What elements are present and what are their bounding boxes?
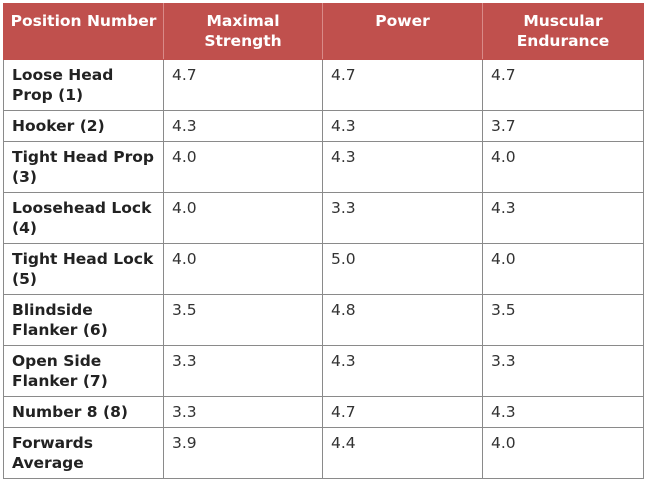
- power-cell: 4.3: [322, 345, 483, 397]
- strength-cell: 4.0: [163, 243, 323, 295]
- strength-cell: 3.3: [163, 396, 323, 428]
- power-cell: 4.7: [322, 59, 483, 111]
- position-cell: Tight Head Lock (5): [3, 243, 164, 295]
- header-row: Position Number Maximal Strength Power M…: [3, 3, 644, 60]
- table-row: Open Side Flanker (7) 3.3 4.3 3.3: [3, 345, 644, 397]
- strength-cell: 3.5: [163, 294, 323, 346]
- position-cell: Hooker (2): [3, 110, 164, 142]
- endurance-cell: 4.3: [482, 396, 644, 428]
- table-row: Loosehead Lock (4) 4.0 3.3 4.3: [3, 192, 644, 244]
- table-row: Tight Head Lock (5) 4.0 5.0 4.0: [3, 243, 644, 295]
- strength-cell: 4.0: [163, 192, 323, 244]
- strength-cell: 3.9: [163, 427, 323, 479]
- power-cell: 4.8: [322, 294, 483, 346]
- position-cell: Number 8 (8): [3, 396, 164, 428]
- table-row: Loose Head Prop (1) 4.7 4.7 4.7: [3, 59, 644, 111]
- endurance-cell: 4.7: [482, 59, 644, 111]
- power-cell: 5.0: [322, 243, 483, 295]
- strength-cell: 4.3: [163, 110, 323, 142]
- table-body: Loose Head Prop (1) 4.7 4.7 4.7 Hooker (…: [3, 59, 644, 479]
- endurance-cell: 3.5: [482, 294, 644, 346]
- endurance-cell: 4.0: [482, 141, 644, 193]
- endurance-cell: 4.0: [482, 243, 644, 295]
- power-cell: 4.4: [322, 427, 483, 479]
- table-row: Blindside Flanker (6) 3.5 4.8 3.5: [3, 294, 644, 346]
- header-power: Power: [322, 3, 483, 60]
- header-position-number: Position Number: [3, 3, 164, 60]
- endurance-cell: 3.7: [482, 110, 644, 142]
- position-cell: Loose Head Prop (1): [3, 59, 164, 111]
- endurance-cell: 4.0: [482, 427, 644, 479]
- endurance-cell: 4.3: [482, 192, 644, 244]
- table-row: Number 8 (8) 3.3 4.7 4.3: [3, 396, 644, 428]
- table-row: Hooker (2) 4.3 4.3 3.7: [3, 110, 644, 142]
- endurance-cell: 3.3: [482, 345, 644, 397]
- power-cell: 4.3: [322, 141, 483, 193]
- table-row: Forwards Average 3.9 4.4 4.0: [3, 427, 644, 479]
- table-header: Position Number Maximal Strength Power M…: [3, 3, 644, 60]
- position-fitness-table: Position Number Maximal Strength Power M…: [3, 3, 644, 479]
- power-cell: 4.3: [322, 110, 483, 142]
- strength-cell: 4.7: [163, 59, 323, 111]
- position-cell: Blindside Flanker (6): [3, 294, 164, 346]
- position-cell: Tight Head Prop (3): [3, 141, 164, 193]
- strength-cell: 3.3: [163, 345, 323, 397]
- position-cell: Forwards Average: [3, 427, 164, 479]
- power-cell: 4.7: [322, 396, 483, 428]
- table-row: Tight Head Prop (3) 4.0 4.3 4.0: [3, 141, 644, 193]
- strength-cell: 4.0: [163, 141, 323, 193]
- power-cell: 3.3: [322, 192, 483, 244]
- header-maximal-strength: Maximal Strength: [163, 3, 323, 60]
- position-cell: Open Side Flanker (7): [3, 345, 164, 397]
- header-muscular-endurance: Muscular Endurance: [482, 3, 644, 60]
- position-cell: Loosehead Lock (4): [3, 192, 164, 244]
